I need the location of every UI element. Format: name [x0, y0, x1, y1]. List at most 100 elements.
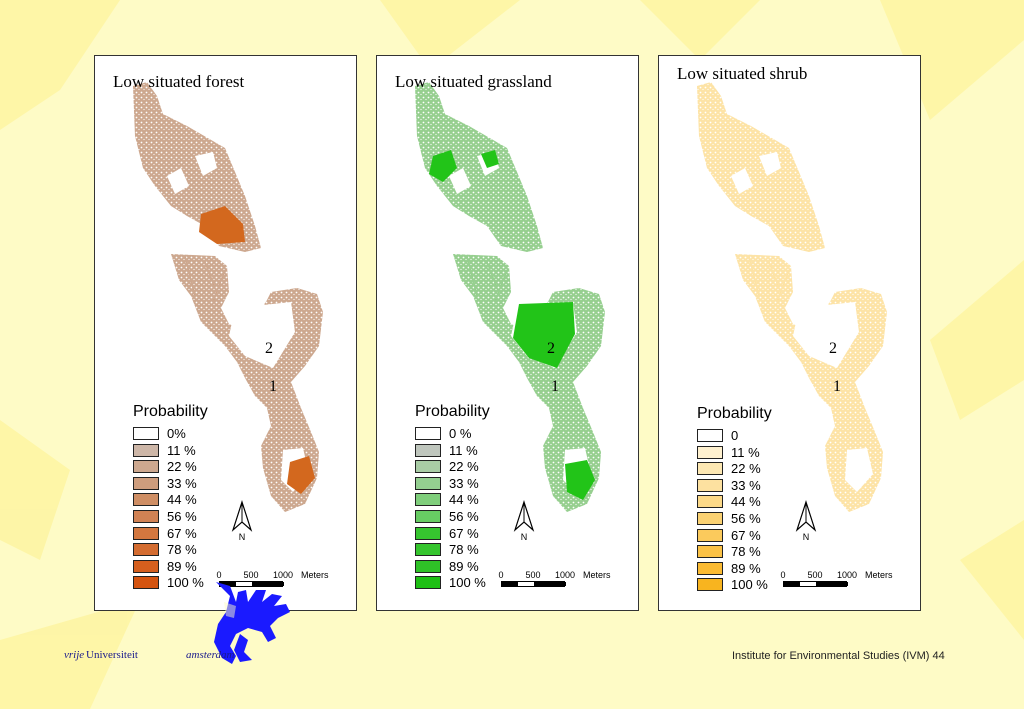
map-gap — [845, 448, 873, 492]
map-high-probability-area — [565, 460, 595, 500]
scale-unit-label: Meters — [583, 570, 611, 580]
legend-label: 33 % — [731, 477, 761, 493]
legend-swatch — [415, 427, 441, 440]
legend-swatch — [697, 528, 723, 542]
area-label: 2 — [547, 340, 555, 357]
legend-label: 56 % — [167, 508, 197, 524]
scale-unit-label: Meters — [301, 570, 329, 580]
legend-swatch — [415, 443, 441, 457]
map-gap — [793, 302, 859, 368]
legend-swatch — [697, 511, 723, 525]
scale-unit-label: Meters — [865, 570, 893, 580]
legend-label: 44 % — [731, 494, 761, 510]
legend-swatch — [133, 460, 159, 474]
map-panel: Low situated forest 2 1 Probability 0% 11 % 22… — [94, 55, 357, 611]
scale-tick-label: 0 — [780, 570, 786, 580]
legend-label: 33 % — [167, 475, 197, 491]
legend-swatch — [415, 509, 441, 523]
probability-map — [415, 82, 605, 512]
legend-swatch — [697, 545, 723, 559]
legend-label: 0 % — [449, 426, 472, 441]
legend-label: 67 % — [449, 525, 479, 541]
legend-label: 33 % — [449, 475, 479, 491]
legend-swatch — [133, 427, 159, 440]
legend-swatch — [697, 429, 723, 442]
legend-label: 0% — [167, 426, 186, 441]
legend-title: Probability — [415, 403, 490, 420]
legend-label: 78 % — [167, 542, 197, 558]
logo-amsterdam-text: amsterdam — [186, 649, 235, 661]
map-panel: Low situated shrub 2 1 Probability 0 11 % 22 %… — [658, 55, 921, 611]
map-linear-features — [184, 255, 226, 303]
scale-bar-graphic — [783, 581, 848, 587]
scale-tick-label: 500 — [243, 570, 259, 580]
panel-title: Low situated forest — [113, 72, 245, 91]
legend-label: 78 % — [449, 542, 479, 558]
legend-swatch — [415, 476, 441, 490]
legend-swatch — [697, 478, 723, 492]
legend-swatch — [415, 493, 441, 507]
legend-swatch — [697, 578, 723, 592]
area-label: 2 — [265, 340, 273, 357]
map-gap — [759, 152, 781, 176]
legend-swatch — [697, 495, 723, 509]
panel-title: Low situated grassland — [395, 72, 552, 91]
legend-label: 22 % — [731, 461, 761, 477]
panel-title: Low situated shrub — [677, 64, 808, 83]
logo-universiteit-text: Universiteit — [86, 649, 138, 661]
north-arrow-icon: N — [229, 500, 255, 544]
legend-label: 89 % — [449, 558, 479, 574]
scale-tick-label: 1000 — [272, 570, 294, 580]
legend-swatch — [133, 526, 159, 540]
legend-label: 0 — [731, 428, 739, 443]
map-gap — [449, 168, 471, 194]
map-gap — [731, 168, 753, 194]
legend-label: 11 % — [167, 442, 196, 458]
legend-swatch — [133, 509, 159, 523]
legend-swatch — [415, 559, 441, 573]
legend-label: 22 % — [167, 459, 197, 475]
map-panel: Low situated grassland 2 1 Probability 0 % 11… — [376, 55, 639, 611]
scale-bar-graphic — [501, 581, 566, 587]
scale-tick-label: 0 — [498, 570, 504, 580]
legend-swatch — [697, 561, 723, 575]
north-arrow-icon: N — [793, 500, 819, 544]
legend-swatch — [415, 526, 441, 540]
legend-label: 89 % — [167, 558, 197, 574]
area-label: 1 — [551, 378, 559, 395]
legend-swatch — [133, 493, 159, 507]
legend-label: 67 % — [167, 525, 197, 541]
legend-swatch — [133, 543, 159, 557]
north-label: N — [520, 532, 528, 542]
probability-map — [133, 82, 323, 512]
legend-swatch — [697, 445, 723, 459]
map-gap — [229, 302, 295, 368]
legend-swatch — [697, 462, 723, 476]
legend-swatch — [133, 476, 159, 490]
legend-swatch — [415, 543, 441, 557]
area-label: 1 — [833, 378, 841, 395]
north-label: N — [802, 532, 810, 542]
legend-swatch — [133, 443, 159, 457]
map-linear-features — [748, 255, 790, 303]
area-label: 2 — [829, 340, 837, 357]
legend-title: Probability — [133, 403, 208, 420]
scale-bar: 0 500 1000 Meters — [215, 570, 345, 590]
probability-map — [697, 82, 887, 512]
legend-title: Probability — [697, 405, 772, 422]
map-region-upper — [697, 82, 825, 252]
map-high-probability-area — [481, 150, 499, 168]
legend-label: 56 % — [449, 508, 479, 524]
legend-swatch — [415, 460, 441, 474]
legend-label: 67 % — [731, 527, 761, 543]
north-label: N — [238, 532, 246, 542]
area-label: 1 — [269, 378, 277, 395]
legend-label: 44 % — [167, 492, 197, 508]
map-linear-features — [466, 255, 508, 303]
legend-swatch — [415, 576, 441, 590]
legend-label: 78 % — [731, 544, 761, 560]
map-high-probability-area — [513, 302, 575, 368]
footer-institute-text: Institute for Environmental Studies (IVM… — [732, 650, 945, 662]
legend-label: 11 % — [449, 442, 478, 458]
